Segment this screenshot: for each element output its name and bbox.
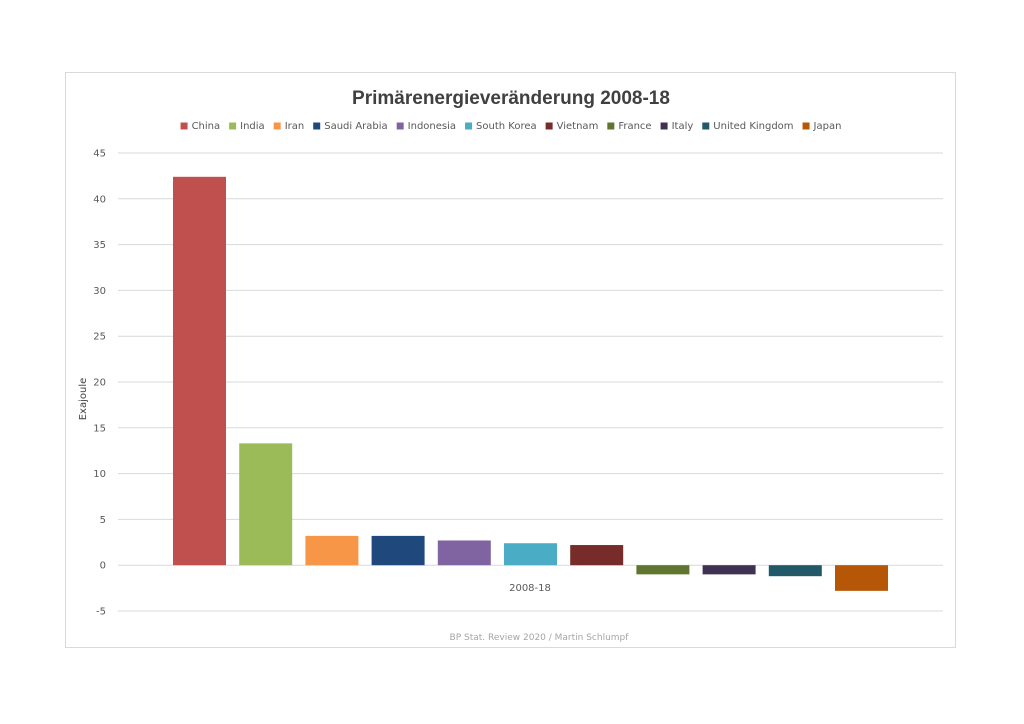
legend-swatch	[702, 122, 710, 130]
legend-swatch	[802, 122, 810, 130]
bar-china	[173, 176, 226, 566]
legend-swatch	[545, 122, 553, 130]
category-label: 2008-18	[509, 583, 551, 594]
legend-swatch	[229, 122, 237, 130]
y-tick-label: 45	[93, 149, 106, 160]
legend-label: South Korea	[476, 121, 537, 132]
legend-label: United Kingdom	[713, 121, 793, 132]
chart-frame: Primärenergieveränderung 2008-18 China In…	[65, 72, 956, 648]
legend-label: Saudi Arabia	[324, 121, 387, 132]
legend-label: Japan	[813, 121, 842, 132]
legend-swatch	[660, 122, 668, 130]
legend-label: Indonesia	[408, 121, 456, 132]
legend-item-united-kingdom: United Kingdom	[702, 121, 794, 132]
bar-vietnam	[570, 545, 624, 566]
y-tick-label: 15	[93, 423, 106, 434]
legend-label: Iran	[285, 121, 305, 132]
legend-label: Italy	[672, 121, 694, 132]
legend-swatch	[180, 122, 188, 130]
legend-item-france: France	[607, 121, 652, 132]
chart-title: Primärenergieveränderung 2008-18	[352, 88, 670, 109]
bar-india	[239, 443, 293, 566]
y-tick-label: 10	[93, 469, 106, 480]
y-tick-label: 30	[93, 286, 106, 297]
y-tick-label: 0	[100, 561, 106, 572]
y-tick-label: 5	[100, 515, 106, 526]
y-tick-label: 20	[93, 378, 106, 389]
bar-chart: Primärenergieveränderung 2008-18 China In…	[78, 88, 943, 643]
y-tick-label: 25	[93, 332, 106, 343]
bars	[173, 176, 888, 591]
legend-swatch	[607, 122, 615, 130]
legend-item-south-korea: South Korea	[465, 121, 537, 132]
legend-swatch	[273, 122, 281, 130]
legend-item-saudi-arabia: Saudi Arabia	[313, 121, 388, 132]
legend-item-vietnam: Vietnam	[545, 121, 599, 132]
legend-item-indonesia: Indonesia	[396, 121, 456, 132]
legend-label: Vietnam	[557, 121, 599, 132]
bar-iran	[305, 535, 359, 566]
bar-united-kingdom	[768, 565, 822, 577]
legend-label: France	[618, 121, 651, 132]
legend-swatch	[465, 122, 473, 130]
legend-label: India	[240, 121, 265, 132]
legend-item-iran: Iran	[273, 121, 305, 132]
bar-indonesia	[437, 540, 491, 566]
bar-italy	[702, 565, 756, 575]
legend-item-china: China	[180, 121, 221, 132]
y-axis-label: Exajoule	[78, 378, 89, 421]
legend-label: China	[192, 121, 221, 132]
source-note: BP Stat. Review 2020 / Martin Schlumpf	[450, 633, 630, 643]
legend-swatch	[396, 122, 404, 130]
y-axis-ticks: -5 0 5 10 15 20 25 30 35 40 45	[93, 149, 106, 618]
bar-saudi-arabia	[371, 535, 425, 566]
legend-item-japan: Japan	[802, 121, 842, 132]
y-tick-label: -5	[96, 607, 106, 618]
bar-japan	[835, 565, 888, 591]
bar-south-korea	[504, 543, 557, 566]
legend-item-italy: Italy	[660, 121, 694, 132]
legend-item-india: India	[229, 121, 265, 132]
legend-swatch	[313, 122, 321, 130]
bar-france	[636, 565, 690, 575]
y-tick-label: 40	[93, 194, 106, 205]
y-tick-label: 35	[93, 240, 106, 251]
legend: China India Iran Saudi Arabia Indonesia South…	[180, 121, 842, 132]
